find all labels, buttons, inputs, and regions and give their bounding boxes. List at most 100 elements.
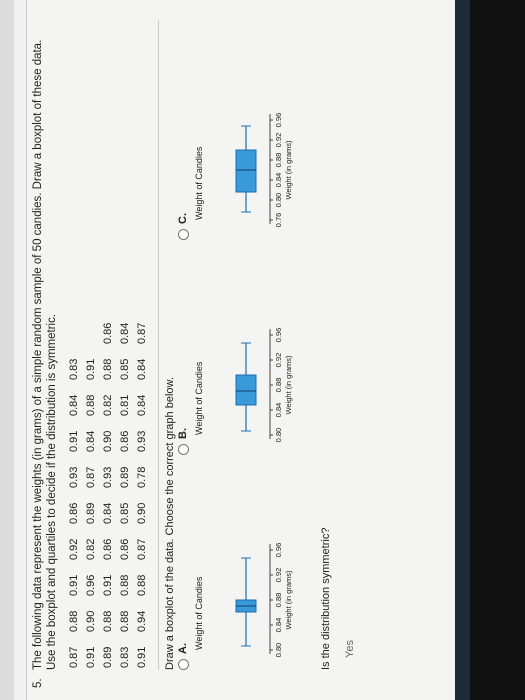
tick-label: 0.80 — [274, 193, 283, 208]
data-value: 0.81 — [119, 394, 131, 416]
data-value: 0.91 — [68, 574, 80, 596]
data-value: 0.87 — [85, 466, 97, 488]
box — [235, 149, 257, 193]
question-text: Use the boxplot and quartiles to decide … — [46, 313, 58, 670]
taskbar — [455, 0, 470, 700]
data-value: 0.85 — [119, 502, 131, 524]
data-value: 0.91 — [85, 358, 97, 380]
radio-button — [178, 229, 189, 240]
data-value: 0.87 — [136, 538, 148, 560]
data-value: 0.88 — [136, 574, 148, 596]
data-value: 0.78 — [136, 466, 148, 488]
data-value: 0.88 — [85, 394, 97, 416]
tick-label: 0.92 — [274, 353, 283, 368]
question-text: The following data represent the weights… — [32, 39, 44, 670]
data-value: 0.94 — [136, 610, 148, 632]
answer-choice[interactable]: B. Weight of Candies 0.80 0.84 0.88 0.92 0.96 W… — [177, 295, 298, 455]
tick-label: 0.96 — [274, 543, 283, 558]
data-value: 0.90 — [85, 610, 97, 632]
data-value: 0.85 — [119, 358, 131, 380]
data-row: 0.83 0.88 0.88 0.86 0.85 0.89 0.86 0.81 0.85 0.84 — [119, 308, 131, 668]
data-value: 0.88 — [119, 574, 131, 596]
data-value: 0.87 — [136, 322, 148, 344]
prompt: Draw a boxplot of the data. Choose the c… — [164, 377, 176, 670]
data-value: 0.96 — [85, 574, 97, 596]
divider — [158, 20, 159, 670]
data-row: 0.87 0.88 0.91 0.92 0.86 0.93 0.91 0.84 0.83 — [68, 344, 80, 668]
data-value: 0.93 — [68, 466, 80, 488]
data-value: 0.88 — [119, 610, 131, 632]
boxplot: Weight of Candies 0.80 0.84 0.88 0.92 0.96 Wei… — [194, 543, 293, 658]
plot-title: Weight of Candies — [194, 146, 204, 220]
tick-label: 0.80 — [274, 428, 283, 443]
answer-choice[interactable]: C. Weight of Candies 0.76 0.80 0.84 0.88 0.92 0… — [177, 80, 298, 240]
plot-title: Weight of Candies — [194, 576, 204, 650]
data-row: 0.89 0.88 0.91 0.86 0.84 0.93 0.90 0.82 0.88 0.86 — [102, 308, 114, 668]
tick-label: 0.84 — [274, 403, 283, 418]
x-axis-label: Weight (in grams) — [284, 140, 293, 200]
answer-choice[interactable]: A. Weight of Candies 0.80 0.84 0.88 0.92 0.96 W… — [177, 510, 298, 670]
tick-label: 0.76 — [274, 213, 283, 228]
data-value: 0.93 — [102, 466, 114, 488]
tick-label: 0.84 — [274, 173, 283, 188]
data-value: 0.86 — [102, 538, 114, 560]
data-value: 0.91 — [136, 646, 148, 668]
data-value: 0.91 — [68, 430, 80, 452]
data-value: 0.84 — [102, 502, 114, 524]
data-value: 0.84 — [136, 358, 148, 380]
tick-label: 0.92 — [274, 568, 283, 583]
boxplot: Weight of Candies 0.80 0.84 0.88 0.92 0.96 Wei… — [194, 328, 293, 443]
tick-label: 0.92 — [274, 133, 283, 148]
x-axis-label: Weight (in grams) — [284, 355, 293, 415]
data-value: 0.91 — [85, 646, 97, 668]
data-value: 0.86 — [102, 322, 114, 344]
option-letter: B. — [177, 428, 189, 439]
data-row: 0.91 0.90 0.96 0.82 0.89 0.87 0.84 0.88 0.91 — [85, 344, 97, 668]
data-value: 0.89 — [102, 646, 114, 668]
data-value: 0.82 — [85, 538, 97, 560]
radio-button — [178, 444, 189, 455]
tab-bar — [0, 0, 15, 700]
monitor-bezel — [470, 0, 525, 700]
data-value: 0.88 — [68, 610, 80, 632]
data-value: 0.83 — [68, 358, 80, 380]
data-value: 0.93 — [136, 430, 148, 452]
answer-option[interactable]: Yes — [344, 640, 356, 658]
option-letter: A. — [177, 643, 189, 654]
data-value: 0.92 — [68, 538, 80, 560]
data-value: 0.84 — [119, 322, 131, 344]
browser-window: 5. The following data represent the weig… — [0, 0, 470, 700]
data-value: 0.88 — [102, 358, 114, 380]
tick-label: 0.80 — [274, 643, 283, 658]
data-value: 0.83 — [119, 646, 131, 668]
followup: Is the distribution symmetric? — [320, 527, 332, 670]
data-value: 0.86 — [119, 430, 131, 452]
data-value: 0.86 — [68, 502, 80, 524]
data-value: 0.89 — [119, 466, 131, 488]
data-value: 0.84 — [68, 394, 80, 416]
x-axis-label: Weight (in grams) — [284, 570, 293, 630]
tick-label: 0.88 — [274, 593, 283, 608]
tick-label: 0.96 — [274, 113, 283, 128]
question-number: 5. — [32, 678, 44, 688]
data-value: 0.90 — [102, 430, 114, 452]
data-value: 0.84 — [85, 430, 97, 452]
option-letter: C. — [177, 213, 189, 224]
tick-label: 0.88 — [274, 153, 283, 168]
plot-title: Weight of Candies — [194, 361, 204, 435]
data-row: 0.91 0.94 0.88 0.87 0.90 0.78 0.93 0.84 0.84 0.87 — [136, 308, 148, 668]
data-value: 0.82 — [102, 394, 114, 416]
data-value: 0.90 — [136, 502, 148, 524]
data-value: 0.84 — [136, 394, 148, 416]
data-value: 0.88 — [102, 610, 114, 632]
data-value: 0.89 — [85, 502, 97, 524]
address-bar — [14, 0, 27, 700]
box — [235, 374, 257, 406]
radio-button — [178, 659, 189, 670]
data-value: 0.91 — [102, 574, 114, 596]
tick-label: 0.96 — [274, 328, 283, 343]
tick-label: 0.84 — [274, 618, 283, 633]
data-value: 0.87 — [68, 646, 80, 668]
